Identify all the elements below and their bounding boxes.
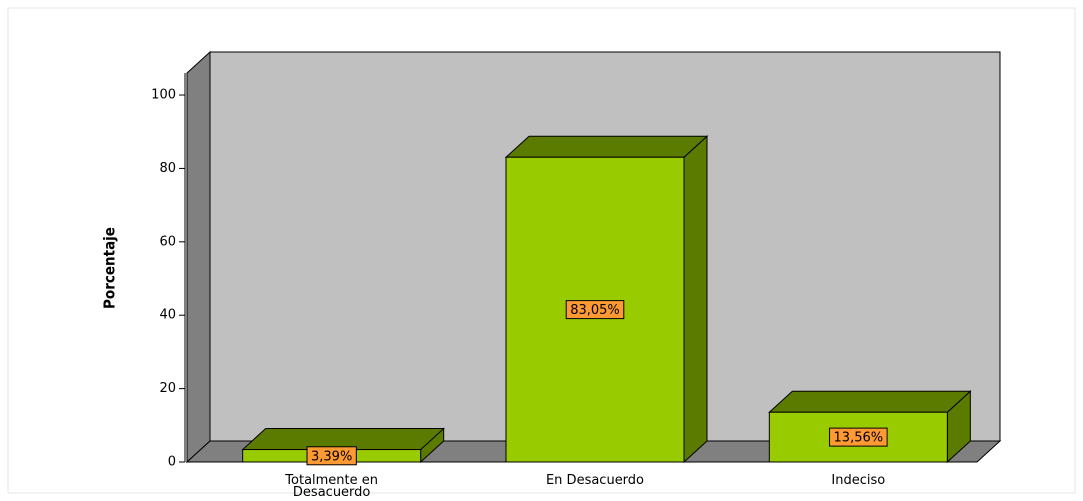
x-tick-label: En Desacuerdo (545, 473, 645, 488)
value-label: 3,39% (311, 449, 352, 464)
y-tick-label: 0 (168, 455, 176, 470)
bar-top (504, 135, 709, 158)
y-tick-label: 60 (159, 234, 176, 249)
y-axis-label: Porcentaje (101, 227, 119, 309)
x-tick-label: Totalmente en Desacuerdo (285, 473, 379, 500)
value-label-box (565, 300, 625, 320)
y-tick-label: 40 (159, 308, 176, 323)
x-tick-label: Indeciso (831, 473, 886, 488)
value-label: 13,56% (834, 431, 884, 446)
value-label-box (306, 446, 357, 466)
value-label: 83,05% (570, 303, 620, 318)
y-tick-label: 100 (151, 88, 176, 103)
left-wall (186, 50, 211, 464)
y-tick-label: 20 (159, 381, 176, 396)
bar-side (683, 135, 708, 464)
y-tick-label: 80 (159, 161, 176, 176)
value-label-box (829, 427, 888, 447)
bar-top (768, 390, 972, 413)
